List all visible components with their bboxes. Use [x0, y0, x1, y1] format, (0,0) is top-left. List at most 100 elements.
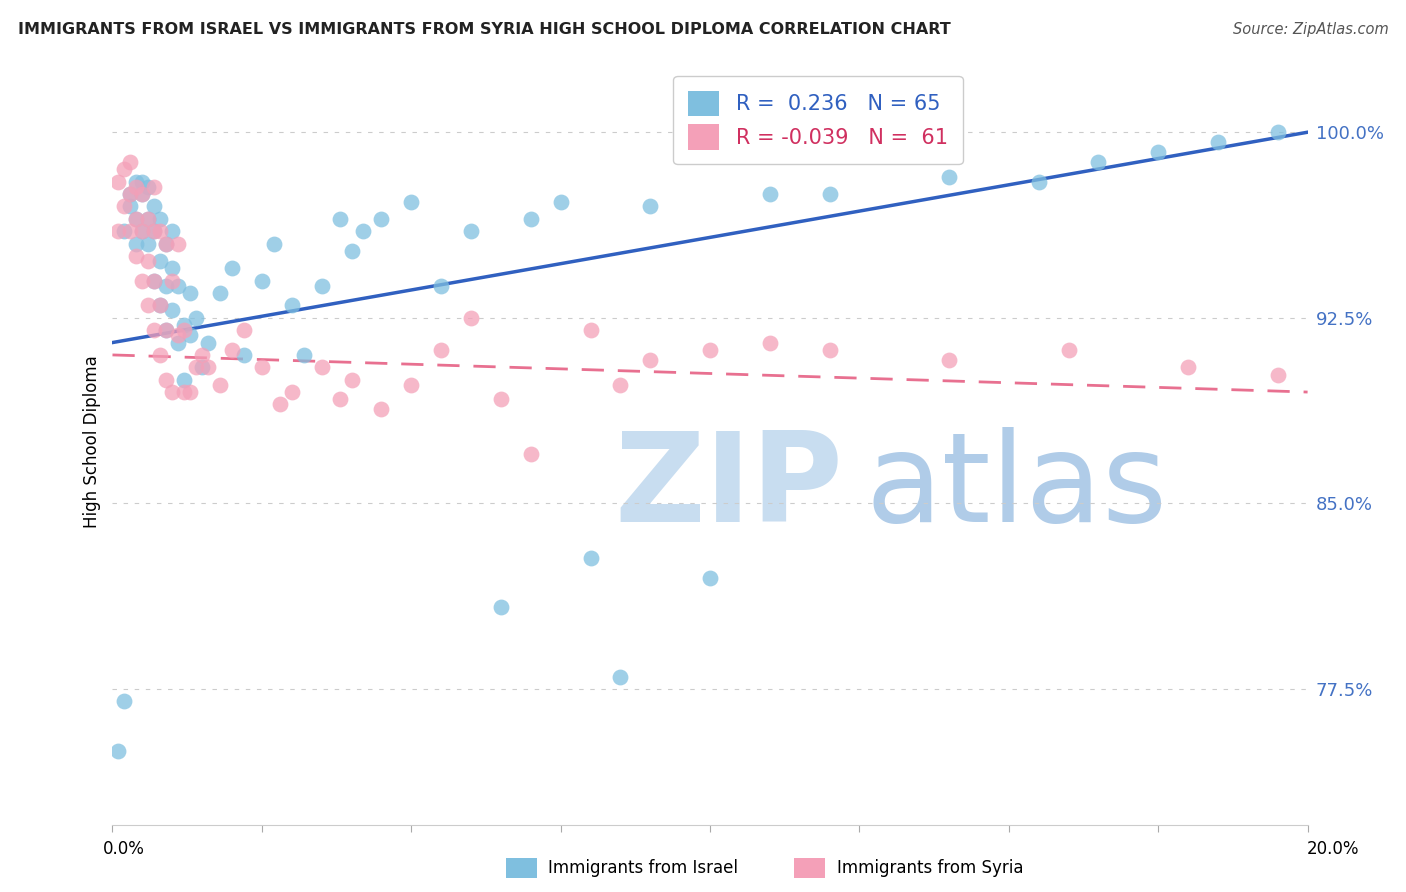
Point	[233, 323, 256, 337]
Point	[340, 373, 363, 387]
Point	[155, 236, 177, 251]
Point	[250, 360, 273, 375]
Point	[460, 310, 482, 325]
Point	[173, 318, 195, 333]
Point	[167, 328, 190, 343]
Point	[1267, 125, 1289, 139]
Point	[353, 224, 375, 238]
Point	[120, 187, 142, 202]
Point	[197, 335, 219, 350]
Point	[550, 194, 572, 209]
Point	[221, 343, 243, 357]
Point	[107, 175, 129, 189]
Point	[125, 236, 148, 251]
Point	[1177, 360, 1199, 375]
Point	[818, 187, 841, 202]
Point	[340, 244, 363, 258]
Point	[114, 162, 135, 177]
Point	[759, 187, 782, 202]
Point	[460, 224, 482, 238]
Point	[489, 600, 512, 615]
Point	[162, 261, 183, 276]
Point	[233, 348, 256, 362]
Point	[149, 298, 172, 312]
Point	[1057, 343, 1080, 357]
Point	[281, 385, 304, 400]
Point	[143, 274, 166, 288]
Point	[401, 194, 423, 209]
Text: Immigrants from Syria: Immigrants from Syria	[837, 859, 1024, 877]
Point	[179, 286, 201, 301]
Text: atlas: atlas	[866, 427, 1167, 548]
Point	[520, 211, 543, 226]
Text: Source: ZipAtlas.com: Source: ZipAtlas.com	[1233, 22, 1389, 37]
Point	[143, 179, 166, 194]
Point	[149, 224, 172, 238]
Legend: R =  0.236   N = 65, R = -0.039   N =  61: R = 0.236 N = 65, R = -0.039 N = 61	[673, 76, 963, 164]
Point	[125, 211, 148, 226]
Point	[579, 323, 602, 337]
Point	[120, 155, 142, 169]
Point	[173, 385, 195, 400]
Point	[155, 373, 177, 387]
Point	[131, 187, 153, 202]
Point	[125, 249, 148, 263]
Point	[155, 323, 177, 337]
Point	[138, 179, 160, 194]
Point	[263, 236, 285, 251]
Point	[329, 211, 352, 226]
Point	[179, 385, 201, 400]
Y-axis label: High School Diploma: High School Diploma	[83, 355, 101, 528]
Point	[120, 224, 142, 238]
Point	[179, 328, 201, 343]
Point	[699, 571, 721, 585]
Point	[699, 343, 721, 357]
Point	[131, 224, 153, 238]
Point	[430, 343, 453, 357]
Point	[120, 199, 142, 213]
Point	[162, 224, 183, 238]
Point	[173, 373, 195, 387]
Text: 20.0%: 20.0%	[1306, 840, 1360, 858]
Point	[818, 343, 841, 357]
Point	[162, 303, 183, 318]
Point	[1028, 175, 1050, 189]
Point	[155, 323, 177, 337]
Point	[520, 447, 543, 461]
Point	[167, 278, 190, 293]
Point	[311, 278, 333, 293]
Text: ZIP: ZIP	[614, 427, 844, 548]
Point	[149, 211, 172, 226]
Point	[114, 224, 135, 238]
Point	[209, 286, 232, 301]
Point	[759, 335, 782, 350]
Point	[1206, 135, 1229, 149]
Point	[138, 253, 160, 268]
Point	[167, 335, 190, 350]
Point	[938, 352, 960, 367]
Point	[1087, 155, 1109, 169]
Point	[107, 224, 129, 238]
Point	[191, 348, 214, 362]
Point	[138, 236, 160, 251]
Point	[138, 211, 160, 226]
Point	[1267, 368, 1289, 382]
Point	[186, 310, 208, 325]
Point	[221, 261, 243, 276]
Point	[143, 224, 166, 238]
Point	[209, 377, 232, 392]
Point	[138, 298, 160, 312]
Point	[143, 274, 166, 288]
Point	[401, 377, 423, 392]
Point	[191, 360, 214, 375]
Point	[125, 179, 148, 194]
Point	[149, 253, 172, 268]
Point	[120, 187, 142, 202]
Point	[269, 397, 291, 411]
Point	[186, 360, 208, 375]
Point	[131, 274, 153, 288]
Point	[149, 298, 172, 312]
Text: 0.0%: 0.0%	[103, 840, 145, 858]
Point	[162, 385, 183, 400]
Point	[131, 175, 153, 189]
